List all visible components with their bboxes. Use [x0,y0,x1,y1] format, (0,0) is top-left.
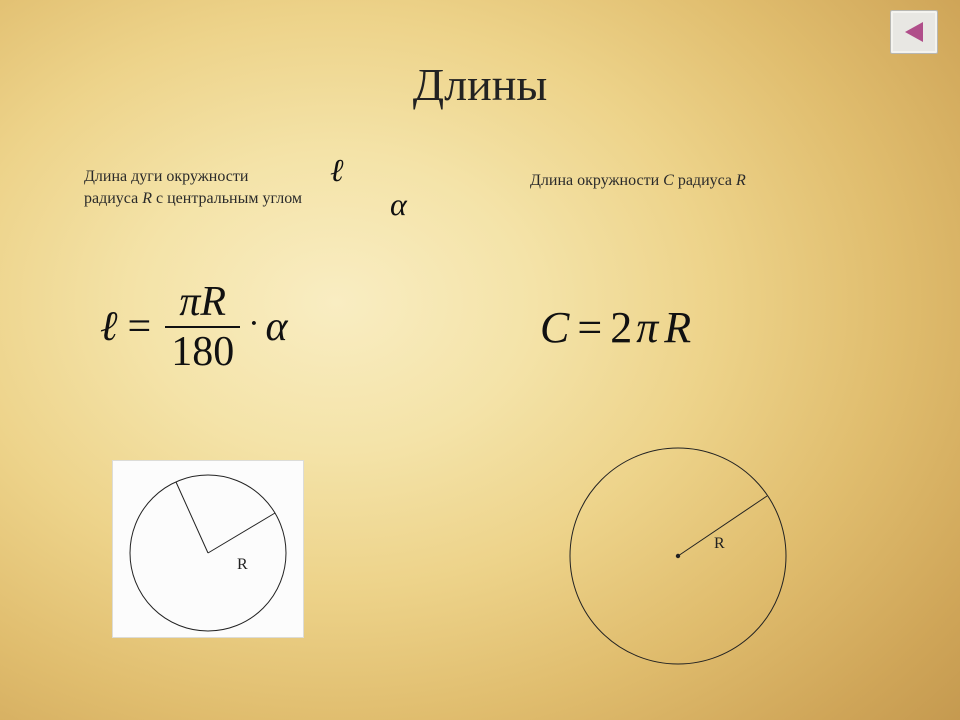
caption-var-C: C [663,172,674,189]
caption-text: радиуса [84,190,142,207]
formula-fraction: πR 180 [165,280,240,374]
formula-denominator: 180 [165,328,240,374]
arc-figure-svg [113,461,303,637]
formula-dot: · [248,305,259,343]
formula-numerator: πR [173,280,232,326]
formula-eq: = [577,303,602,352]
formula-R: R [664,303,691,352]
caption-text: Длина дуги окружности [84,168,248,185]
formula-C: C [540,303,569,352]
caption-text: Длина окружности [530,172,663,189]
caption-text: радиуса [674,172,736,189]
circle-figure-svg [562,440,794,672]
circumference-caption: Длина окружности C радиуса R [530,170,880,192]
circumference-formula: C=2πR [540,302,691,353]
slide: Длины Длина дуги окружности радиуса R с … [0,0,960,720]
radius-label: R [714,535,725,553]
caption-text: с центральным углом [152,190,302,207]
arc-length-caption: Длина дуги окружности радиуса R с центра… [84,166,354,211]
arc-length-formula: ℓ = πR 180 · α [100,280,288,374]
formula-pi: π [636,303,658,352]
caption-var-R: R [142,190,152,207]
formula-alpha: α [266,303,288,351]
formula-eq: = [128,303,152,351]
slide-title: Длины [0,58,960,111]
circle-figure: R [562,440,794,672]
symbol-alpha: α [390,186,407,223]
caption-var-R: R [736,172,746,189]
triangle-left-icon [901,20,927,44]
symbol-ell: ℓ [330,152,343,189]
radius-label: R [237,556,248,574]
formula-lhs: ℓ [100,303,118,351]
formula-two: 2 [610,303,632,352]
nav-prev-button[interactable] [890,10,938,54]
arc-figure: R [112,460,304,638]
